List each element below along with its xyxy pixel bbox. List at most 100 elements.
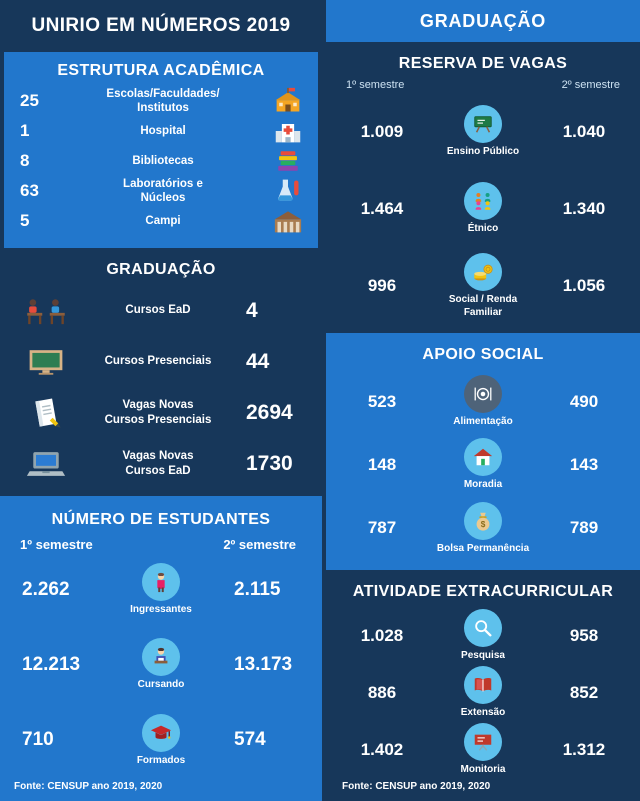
stat-value-sem2: 1.040	[562, 121, 606, 141]
right-column-title: GRADUAÇÃO	[419, 10, 547, 31]
page-title: UNIRIO EM NÚMEROS 2019	[31, 15, 291, 36]
stat-value-sem1: 1.028	[360, 625, 404, 645]
stat-value-sem1: 2.262	[22, 578, 70, 600]
semester-1-label: 1º semestre	[346, 79, 405, 91]
stat-row: 25 Escolas/Faculdades/ Institutos	[14, 86, 308, 116]
footer-source: Fonte: CENSUP ano 2019, 2020	[342, 781, 491, 792]
stat-icon-label: $ Bolsa Permanência	[424, 501, 542, 556]
stat-label: Bolsa Permanência	[436, 542, 530, 554]
stat-value-sem2: 1.312	[562, 739, 606, 759]
stat-row: 5 Campi	[14, 206, 308, 236]
stat-row: 12.213 Cursando 13.173	[12, 627, 310, 702]
section-title: GRADUAÇÃO	[106, 261, 216, 278]
stat-value-sem2: 490	[569, 391, 599, 411]
stat-row: 1.028 Pesquisa 958	[340, 607, 626, 664]
gradcap-icon	[142, 713, 180, 752]
studying-icon	[142, 638, 180, 677]
stat-row: 1.464 Étnico 1.340	[340, 170, 626, 247]
stat-label: Moradia	[463, 479, 503, 491]
stat-icon-label: Formados	[98, 713, 224, 768]
semester-2-label: 2º semestre	[561, 79, 620, 91]
atividade-extracurricular-panel: ATIVIDADE EXTRACURRICULAR 1.028 Pesquisa…	[326, 570, 640, 801]
stat-icon-label: Ensino Público	[424, 104, 542, 159]
stat-row: 148 Moradia 143	[340, 433, 626, 496]
stat-row: 787 $ Bolsa Permanência 789	[340, 497, 626, 560]
stat-label: Ingressantes	[130, 603, 192, 615]
stat-row: 8 Bibliotecas	[14, 146, 308, 176]
stat-value-sem1: 996	[367, 276, 397, 296]
stat-label: Pesquisa	[461, 649, 505, 661]
house-icon	[464, 438, 502, 477]
moneybag-icon: $	[464, 501, 502, 540]
book-icon	[464, 665, 502, 704]
stat-label: Hospital	[140, 124, 186, 137]
footer-source: Fonte: CENSUP ano 2019, 2020	[14, 780, 163, 792]
stat-row: 886 Extensão 852	[340, 664, 626, 721]
semester-2-label: 2º semestre	[223, 537, 296, 552]
stat-value-sem1: 12.213	[22, 653, 81, 675]
chalkboard-icon	[14, 347, 78, 377]
stat-label: Étnico	[467, 223, 499, 235]
stat-label: Laboratórios e Núcleos	[123, 177, 203, 204]
stat-label: Formados	[136, 754, 186, 766]
stat-icon-label: Étnico	[424, 182, 542, 236]
graduacao-left-panel: GRADUAÇÃO Cursos EaD 4 Cursos Presenciai…	[0, 248, 322, 496]
stat-label: Vagas Novas Cursos Presenciais	[104, 398, 212, 426]
stat-label: Cursos Presenciais	[104, 355, 212, 368]
stat-value-sem2: 13.173	[234, 653, 293, 675]
stat-icon-label: Extensão	[424, 665, 542, 720]
right-column: GRADUAÇÃO RESERVA DE VAGAS 1º semestre 2…	[322, 0, 640, 801]
stat-label: Ensino Público	[446, 145, 520, 157]
stat-value-sem1: 886	[367, 682, 397, 702]
stat-label: Alimentação	[453, 415, 513, 427]
stat-row: Vagas Novas Cursos EaD 1730	[14, 438, 308, 489]
main-header: UNIRIO EM NÚMEROS 2019	[0, 0, 322, 52]
stat-value-sem1: 1.009	[360, 121, 404, 141]
stat-row: 523 Alimentação 490	[340, 370, 626, 433]
school-icon	[268, 87, 308, 115]
stat-label: Cursos EaD	[125, 304, 191, 317]
semester-1-label: 1º semestre	[20, 537, 93, 552]
stat-row: 2.262 Ingressantes 2.115	[12, 552, 310, 627]
notebook-icon	[14, 396, 78, 430]
lab-icon	[268, 177, 308, 205]
stat-value-sem2: 958	[569, 625, 599, 645]
stat-value: 63	[20, 181, 39, 200]
stat-icon-label: Moradia	[424, 438, 542, 492]
coins-icon	[464, 253, 502, 292]
stat-icon-label: Ingressantes	[98, 562, 224, 617]
stat-icon-label: Alimentação	[424, 374, 542, 429]
stat-row: 996 Social / Renda Familiar 1.056	[340, 248, 626, 325]
stat-icon-label: Monitoria	[424, 722, 542, 777]
stat-row: 1 Hospital	[14, 116, 308, 146]
left-column: UNIRIO EM NÚMEROS 2019 ESTRUTURA ACADÊMI…	[0, 0, 322, 801]
stat-label: Cursando	[137, 679, 185, 691]
books-icon	[268, 148, 308, 174]
stat-value: 25	[20, 91, 39, 110]
numero-estudantes-panel: NÚMERO DE ESTUDANTES 1º semestre 2º seme…	[0, 496, 322, 801]
stat-value-sem1: 1.464	[360, 198, 404, 218]
laptop-icon	[14, 449, 78, 479]
stat-row: 1.402 Monitoria 1.312	[340, 721, 626, 778]
stat-label: Extensão	[460, 706, 506, 718]
presentation-icon	[464, 722, 502, 761]
blackboard-icon	[464, 104, 502, 143]
stat-label: Monitoria	[460, 763, 506, 775]
stat-label: Vagas Novas Cursos EaD	[122, 449, 194, 477]
stat-value: 44	[246, 349, 270, 373]
stat-value: 1730	[246, 451, 293, 475]
stat-row: Cursos Presenciais 44	[14, 336, 308, 387]
section-title: APOIO SOCIAL	[422, 346, 544, 363]
stat-value-sem1: 710	[22, 729, 54, 751]
stat-value: 2694	[246, 400, 293, 424]
stat-value: 5	[20, 211, 30, 230]
stat-value-sem1: 787	[367, 518, 397, 538]
section-title: RESERVA DE VAGAS	[398, 55, 568, 72]
reserva-vagas-panel: RESERVA DE VAGAS 1º semestre 2º semestre…	[326, 42, 640, 333]
stat-value: 1	[20, 121, 30, 140]
stat-label: Bibliotecas	[132, 154, 194, 167]
stat-value-sem2: 852	[569, 682, 599, 702]
stat-label: Escolas/Faculdades/ Institutos	[106, 87, 220, 114]
stat-icon-label: Social / Renda Familiar	[424, 253, 542, 319]
